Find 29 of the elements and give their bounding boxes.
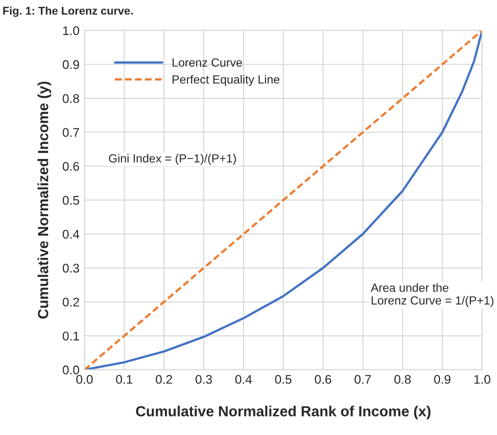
y-tick-label: 0.8 (62, 94, 80, 103)
y-tick-label: 1.0 (63, 26, 80, 36)
x-tick-label: 0.6 (314, 374, 332, 384)
x-tick-label: 0.2 (156, 374, 172, 384)
y-tick-label: 0.1 (62, 332, 80, 340)
y-axis-title: Cumulative Normalized Income (y) (38, 82, 52, 319)
x-tick-label: 0.3 (196, 374, 212, 384)
x-tick-label: 0.4 (235, 374, 252, 384)
y-tick-label: 0.4 (62, 230, 80, 239)
x-tick-label: 1.0 (474, 374, 490, 384)
chart-title: Fig. 1: The Lorenz curve. (3, 6, 133, 17)
x-tick-label: 0.1 (116, 374, 132, 384)
y-tick-label: 0.7 (62, 128, 80, 137)
legend-label: Lorenz Curve (172, 58, 242, 67)
legend-label: Perfect Equality Line (172, 74, 280, 86)
y-tick-label: 0.0 (62, 366, 80, 374)
x-tick-label: 0.5 (275, 374, 292, 384)
x-tick-label: 0.8 (394, 374, 411, 384)
y-tick-label: 0.2 (62, 298, 80, 307)
y-tick-label: 0.6 (62, 162, 80, 171)
x-tick-label: 0.9 (434, 374, 450, 384)
y-tick-label: 0.9 (62, 60, 80, 70)
annotation: Area under the Lorenz Curve = 1/(P+1) (370, 283, 494, 307)
x-axis-title: Cumulative Normalized Rank of Income (x) (136, 406, 430, 420)
x-tick-label: 0.7 (354, 374, 371, 384)
annotation: Gini Index = (P−1)/(P+1) (108, 154, 236, 165)
y-tick-label: 0.5 (62, 196, 80, 205)
y-tick-label: 0.3 (62, 264, 80, 273)
x-tick-label: 0.0 (76, 374, 93, 384)
